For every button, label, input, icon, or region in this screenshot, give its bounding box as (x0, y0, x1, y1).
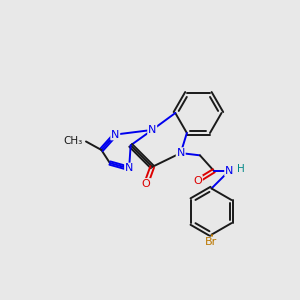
Text: N: N (176, 148, 185, 158)
Text: O: O (193, 176, 202, 186)
Text: N: N (148, 125, 156, 135)
Text: H: H (237, 164, 245, 174)
Text: Br: Br (206, 237, 218, 248)
Text: N: N (111, 130, 119, 140)
Text: O: O (142, 179, 150, 189)
Text: N: N (125, 164, 133, 173)
Text: N: N (225, 166, 233, 176)
Text: CH₃: CH₃ (64, 136, 83, 146)
